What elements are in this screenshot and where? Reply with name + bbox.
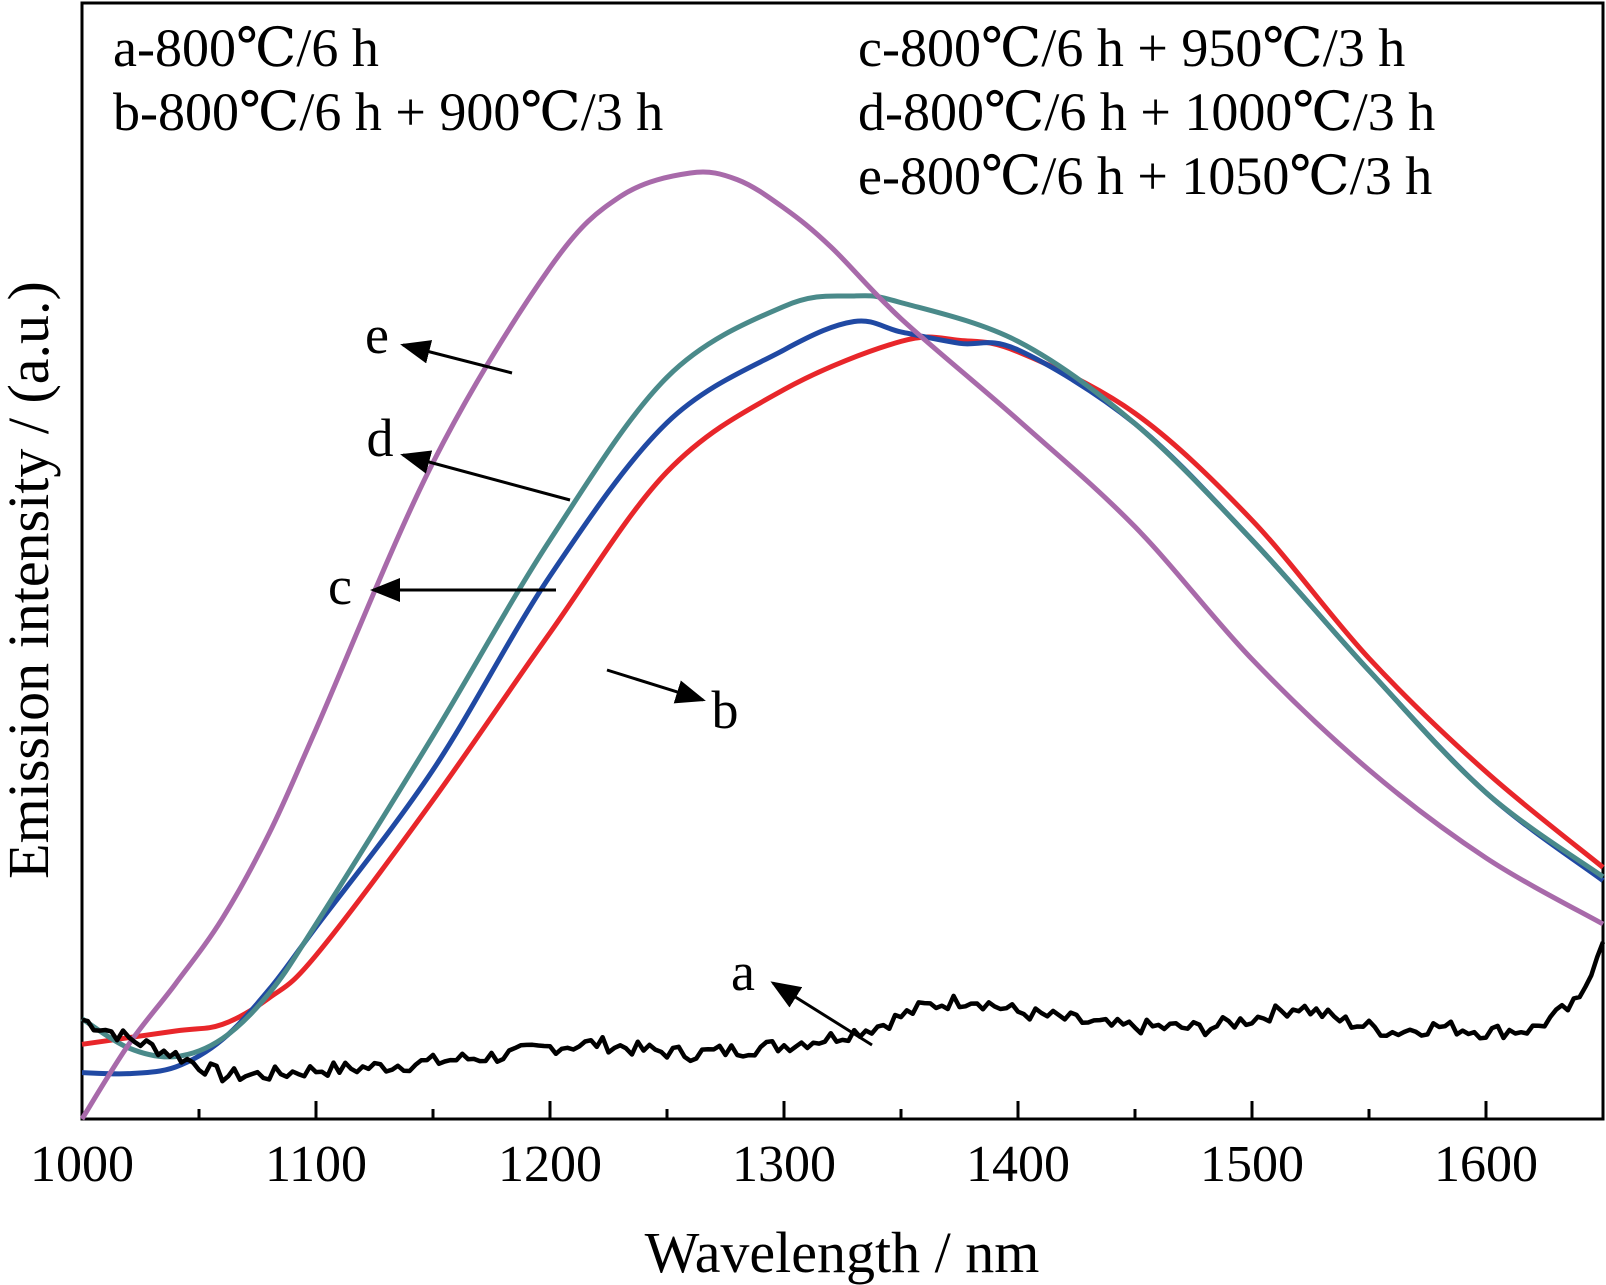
y-axis-title: Emission intensity / (a.u.) — [0, 281, 61, 879]
legend: a-800℃/6 hb-800℃/6 h + 900℃/3 h c-800℃/6 … — [113, 18, 1435, 206]
annotation-label-a: a — [731, 942, 755, 1002]
series-line-e — [79, 169, 1605, 1121]
x-tick-label: 1200 — [498, 1136, 602, 1193]
x-tick-label: 1400 — [966, 1136, 1070, 1193]
series-line-c — [80, 293, 1605, 1060]
x-tick-label: 1100 — [265, 1136, 367, 1193]
x-tick-label: 1600 — [1434, 1136, 1538, 1193]
legend-entry-c: c-800℃/6 h + 950℃/3 h — [858, 18, 1405, 78]
x-tick-label: 1000 — [30, 1136, 134, 1193]
annotation-arrow-e — [400, 340, 513, 375]
legend-entry-b: b-800℃/6 h + 900℃/3 h — [113, 82, 663, 142]
annotation-label-e: e — [365, 305, 389, 365]
legend-entry-d: d-800℃/6 h + 1000℃/3 h — [858, 82, 1435, 142]
legend-entry-e: e-800℃/6 h + 1050℃/3 h — [858, 146, 1432, 206]
series-layer — [79, 169, 1606, 1121]
series-line-a — [81, 941, 1606, 1084]
annotation-arrow-b — [606, 668, 706, 704]
annotation-arrow-a — [770, 981, 873, 1047]
annotation-label-d: d — [367, 408, 394, 468]
annotation-layer: a b c de — [328, 305, 873, 1047]
annotation-label-c: c — [328, 556, 352, 616]
annotation-label-b: b — [712, 680, 739, 740]
annotation-arrow-d — [400, 450, 571, 502]
x-tick-label: 1300 — [732, 1136, 836, 1193]
legend-entry-a: a-800℃/6 h — [113, 18, 379, 78]
x-axis-title: Wavelength / nm — [645, 1220, 1040, 1285]
plot-frame — [80, 1, 1605, 1121]
x-axis-ticks: 1000 1100 1200 1300 1400 1500 1600 — [30, 1101, 1538, 1193]
x-tick-label: 1500 — [1200, 1136, 1304, 1193]
series-line-b — [81, 334, 1605, 1047]
